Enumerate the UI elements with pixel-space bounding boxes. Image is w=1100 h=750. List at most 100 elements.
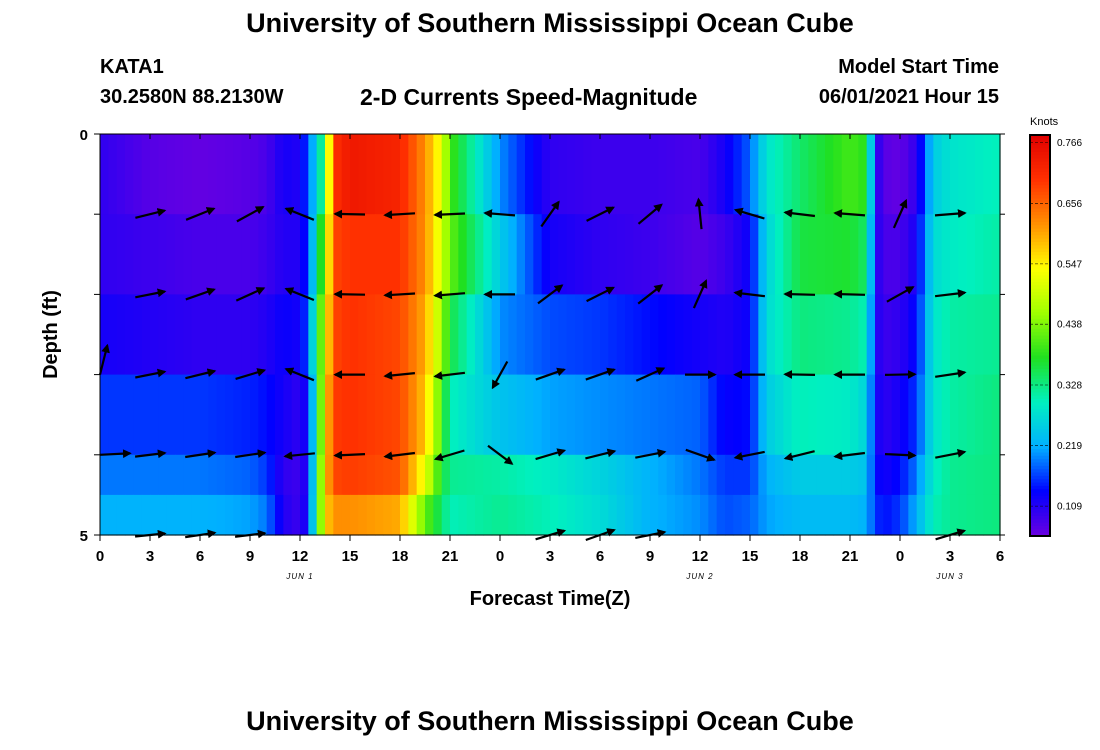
heatmap-cell: [166, 494, 176, 536]
colorbar-swatch: [1030, 258, 1050, 263]
heatmap-cell: [300, 134, 309, 215]
heatmap-cell: [383, 494, 393, 536]
colorbar-swatch: [1030, 422, 1050, 427]
heatmap-cell: [816, 374, 826, 456]
heatmap-cell: [900, 294, 909, 376]
heatmap-cell: [283, 214, 293, 295]
heatmap-cell: [191, 494, 201, 536]
colorbar-swatch: [1030, 472, 1050, 477]
colorbar-swatch: [1030, 255, 1050, 260]
heatmap-cell: [266, 454, 276, 496]
heatmap-cell: [300, 214, 309, 295]
current-vector: [884, 450, 917, 460]
heatmap-cell: [175, 294, 184, 376]
heatmap-cell: [516, 494, 526, 536]
colorbar-swatch: [1030, 455, 1050, 460]
heatmap-cell: [658, 454, 668, 496]
heatmap-cell: [275, 134, 284, 215]
heatmap-cell: [258, 454, 268, 496]
colorbar-swatch: [1030, 485, 1050, 490]
heatmap-cell: [233, 494, 243, 536]
heatmap-cell: [258, 294, 268, 376]
heatmap-cell: [750, 494, 759, 536]
colorbar-swatch: [1030, 211, 1050, 216]
chart-title: University of Southern Mississippi Ocean…: [246, 8, 854, 38]
heatmap-cell: [283, 374, 293, 456]
heatmap-cell: [341, 214, 351, 295]
heatmap-cell: [916, 294, 926, 376]
heatmap-cell: [566, 494, 576, 536]
current-vector: [383, 451, 416, 461]
heatmap-cell: [225, 374, 234, 456]
colorbar-swatch: [1030, 188, 1050, 193]
heatmap-cell: [466, 214, 476, 295]
colorbar-swatch: [1030, 268, 1050, 273]
current-vector: [483, 209, 516, 218]
heatmap-cell: [391, 494, 401, 536]
heatmap-cell: [375, 214, 384, 295]
heatmap-cell: [450, 454, 459, 496]
heatmap-cell: [558, 214, 568, 295]
heatmap-cell: [733, 454, 743, 496]
colorbar-swatch: [1030, 208, 1050, 213]
colorbar-swatch: [1030, 382, 1050, 387]
current-vector: [284, 207, 315, 221]
colorbar-swatch: [1030, 482, 1050, 487]
heatmap-cell: [866, 134, 876, 215]
heatmap-cell: [716, 134, 726, 215]
heatmap-cell: [266, 134, 276, 215]
heatmap-cell: [891, 454, 901, 496]
heatmap-cell: [816, 294, 826, 376]
heatmap-cell: [150, 294, 159, 376]
heatmap-cell: [350, 494, 359, 536]
heatmap-cell: [408, 494, 418, 536]
heatmap-cell: [933, 294, 943, 376]
heatmap-cell: [183, 374, 193, 456]
colorbar-swatch: [1030, 275, 1050, 280]
heatmap-cell: [550, 374, 559, 456]
x-tick-label: 6: [196, 548, 204, 565]
current-vector: [333, 289, 366, 299]
heatmap-cell: [316, 494, 326, 536]
colorbar-swatch: [1030, 248, 1050, 253]
colorbar-tick-label: 0.656: [1057, 199, 1082, 210]
heatmap-cell: [616, 454, 626, 496]
heatmap-cell: [883, 214, 893, 295]
heatmap-cell: [716, 294, 726, 376]
heatmap-cell: [933, 374, 943, 456]
colorbar-swatch: [1030, 151, 1050, 156]
colorbar-swatch: [1030, 439, 1050, 444]
heatmap-cell: [783, 494, 793, 536]
heatmap-cell: [133, 374, 143, 456]
heatmap-cell: [408, 374, 418, 456]
current-vector: [685, 448, 716, 462]
colorbar-swatch: [1030, 355, 1050, 360]
heatmap-cell: [383, 374, 393, 456]
heatmap-cell: [425, 214, 434, 295]
heatmap-cell: [200, 454, 209, 496]
heatmap-cell: [141, 294, 151, 376]
colorbar-swatch: [1030, 148, 1050, 153]
colorbar-swatch: [1030, 198, 1050, 203]
heatmap-cell: [391, 134, 401, 215]
heatmap-cell: [808, 454, 818, 496]
heatmap-cell: [783, 454, 793, 496]
colorbar-swatch: [1030, 265, 1050, 270]
heatmap-cell: [325, 294, 334, 376]
heatmap-cell: [266, 374, 276, 456]
heatmap-cell: [266, 214, 276, 295]
heatmap-cell: [758, 134, 768, 215]
colorbar-swatch: [1030, 292, 1050, 296]
colorbar-swatch: [1030, 375, 1050, 380]
heatmap-cell: [766, 494, 776, 536]
heatmap-cell: [675, 454, 684, 496]
heatmap-cell: [933, 454, 943, 496]
heatmap-cell: [666, 454, 676, 496]
colorbar-swatch: [1030, 298, 1050, 303]
heatmap-cell: [633, 454, 643, 496]
heatmap-cell: [625, 214, 634, 295]
heatmap-cell: [466, 374, 476, 456]
heatmap-cell: [233, 294, 243, 376]
colorbar-swatch: [1030, 452, 1050, 457]
heatmap-cell: [708, 454, 718, 496]
